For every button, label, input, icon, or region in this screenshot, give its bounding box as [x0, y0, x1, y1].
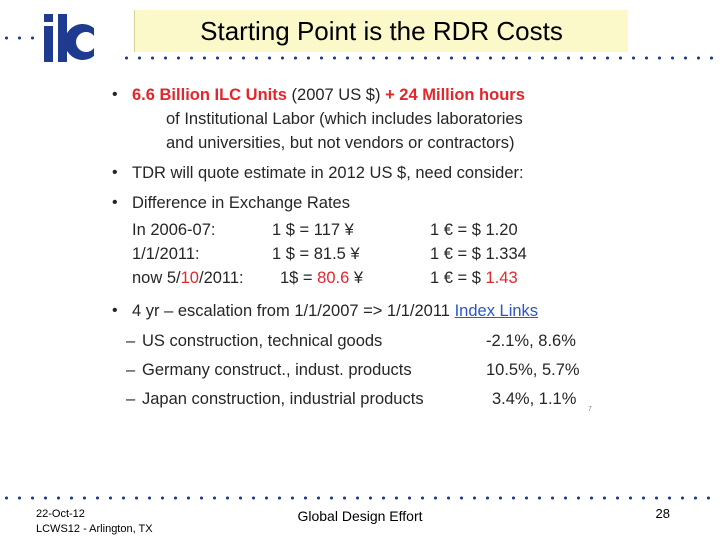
rate-now-yen-c: ¥ — [349, 269, 364, 287]
bullet-1-currency: (2007 US $) — [286, 86, 386, 104]
bullet-dot: • — [112, 302, 118, 319]
rate-now-date-b: 10 — [180, 269, 199, 287]
bullet-dot: • — [112, 194, 118, 211]
bullet-1-line-3: and universities, but not vendors or con… — [166, 134, 515, 152]
rate-now-eur-b: 1.43 — [485, 269, 518, 287]
dotted-rule-top — [120, 55, 720, 61]
index-links-link[interactable]: Index Links — [454, 302, 539, 320]
rate-now-yen-b: 80.6 — [317, 269, 350, 287]
rate-eur: 1 € = $ 1.334 — [430, 245, 527, 263]
bullet-1-line-2: of Institutional Labor (which includes l… — [166, 110, 523, 128]
footer-event: LCWS12 - Arlington, TX — [36, 523, 153, 535]
rate-now-eur-a: 1 € = $ — [430, 269, 486, 287]
footer-date: 22-Oct-12 — [36, 508, 85, 520]
footer-title: Global Design Effort — [297, 508, 423, 524]
page-number: 28 — [655, 506, 670, 521]
bullet-4-text: 4 yr – escalation from 1/1/2007 => 1/1/2… — [132, 302, 455, 320]
dotted-rule-bottom — [0, 495, 720, 501]
bullet-dot: • — [112, 86, 118, 103]
rate-now-date-c: /2011: — [198, 269, 244, 287]
sub-item-label: Germany construct., indust. products — [142, 361, 412, 379]
small-mark: 7 — [588, 406, 592, 413]
rate-date: In 2006-07: — [132, 221, 216, 239]
rate-eur: 1 € = $ 1.20 — [430, 221, 518, 239]
sub-item-value: -2.1%, 8.6% — [486, 332, 576, 350]
footer-left: 22-Oct-12 LCWS12 - Arlington, TX — [36, 507, 153, 537]
bullet-1-amount: 6.6 Billion ILC Units — [132, 86, 287, 104]
page-title: Starting Point is the RDR Costs — [200, 16, 563, 46]
bullet-2-text: TDR will quote estimate in 2012 US $, ne… — [132, 164, 524, 182]
sub-item-value: 3.4%, 1.1% — [492, 390, 577, 408]
bullet-3-text: Difference in Exchange Rates — [132, 194, 350, 212]
sub-item-value: 10.5%, 5.7% — [486, 361, 580, 379]
sub-item-label: Japan construction, industrial products — [142, 390, 424, 408]
bullet-dot: • — [112, 164, 118, 181]
bullet-1-hours: + 24 Million hours — [385, 86, 525, 104]
rate-date: 1/1/2011: — [132, 245, 200, 263]
rate-yen: 1 $ = 117 ¥ — [272, 221, 354, 239]
rate-yen: 1 $ = 81.5 ¥ — [272, 245, 360, 263]
ilc-logo — [42, 12, 112, 64]
slide-content: • 6.6 Billion ILC Units (2007 US $) + 24… — [112, 86, 592, 413]
rate-now-date-a: now 5/ — [132, 269, 181, 287]
sub-item-label: US construction, technical goods — [142, 332, 383, 350]
dotted-rule-left — [0, 35, 44, 41]
title-box: Starting Point is the RDR Costs — [134, 10, 628, 52]
rate-now-yen-a: 1$ = — [280, 269, 318, 287]
ilc-logo-graphic — [44, 14, 94, 62]
